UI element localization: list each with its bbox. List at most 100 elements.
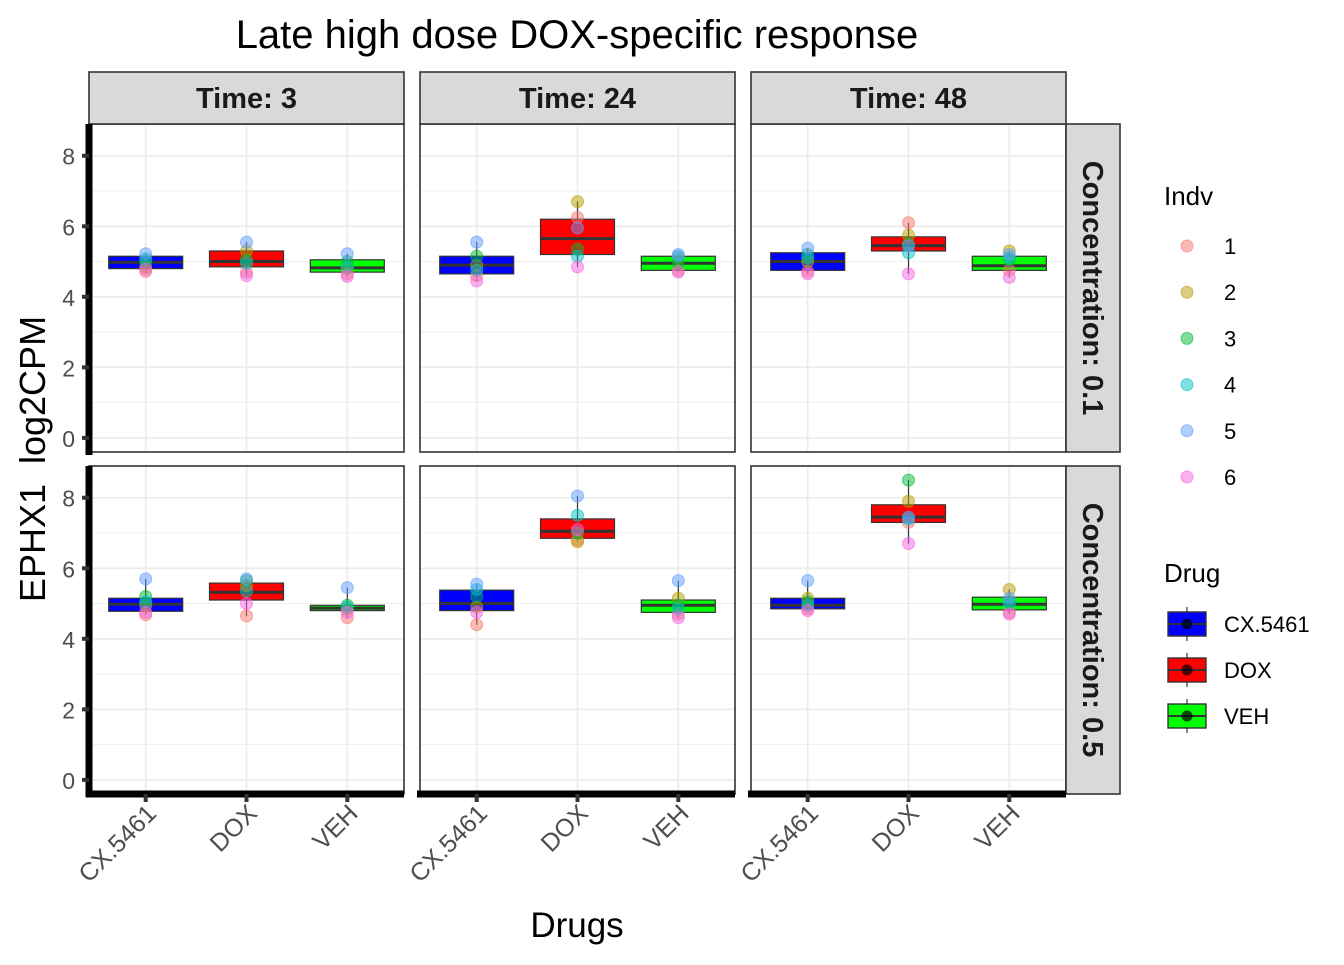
row-strip bbox=[1065, 465, 1121, 795]
data-point bbox=[902, 216, 915, 230]
data-point bbox=[240, 572, 253, 586]
x-tick-label: DOX bbox=[867, 799, 925, 857]
legend-indv-key bbox=[1180, 470, 1194, 484]
data-point bbox=[1002, 270, 1016, 284]
x-tick-label: VEH bbox=[307, 799, 363, 855]
y-tick-label: 2 bbox=[62, 355, 75, 381]
column-strip-label: Time: 3 bbox=[196, 83, 297, 115]
x-tick-label: CX.5461 bbox=[73, 799, 162, 888]
legend-indv-key bbox=[1180, 424, 1194, 438]
y-tick-label: 4 bbox=[62, 285, 75, 311]
legend-indv-key bbox=[1180, 378, 1194, 392]
data-point bbox=[571, 508, 584, 522]
row-strip-label: Concentration: 0.1 bbox=[1076, 161, 1108, 416]
data-point bbox=[902, 473, 915, 487]
x-tick-label: DOX bbox=[536, 799, 594, 857]
chart-title: Late high dose DOX-specific response bbox=[236, 13, 919, 57]
row-strip-label: Concentration: 0.5 bbox=[1076, 503, 1108, 758]
data-point bbox=[340, 247, 354, 261]
legend-indv-label: 5 bbox=[1224, 419, 1236, 444]
data-point bbox=[571, 522, 584, 536]
legend-indv-key bbox=[1180, 331, 1194, 345]
data-point bbox=[470, 618, 484, 632]
y-tick-label: 0 bbox=[62, 426, 75, 452]
data-point bbox=[340, 269, 354, 283]
legend-drug-label: CX.5461 bbox=[1224, 612, 1310, 637]
data-point bbox=[671, 265, 685, 279]
legend-indv-label: 4 bbox=[1224, 373, 1236, 398]
legend-drug-title: Drug bbox=[1164, 558, 1220, 588]
data-point bbox=[801, 241, 815, 255]
data-point bbox=[571, 195, 584, 209]
data-point bbox=[902, 239, 915, 253]
column-strip-label: Time: 24 bbox=[519, 83, 636, 115]
data-point bbox=[902, 267, 915, 281]
data-point bbox=[139, 262, 153, 276]
y-tick-label: 0 bbox=[62, 768, 75, 794]
data-point bbox=[801, 267, 815, 281]
data-point bbox=[240, 256, 253, 270]
data-point bbox=[571, 221, 584, 235]
data-point bbox=[340, 605, 354, 619]
legend-indv-title: Indv bbox=[1164, 181, 1213, 211]
data-point bbox=[240, 235, 253, 249]
x-tick-label: CX.5461 bbox=[735, 799, 824, 888]
legend-indv-label: 6 bbox=[1224, 465, 1236, 490]
y-tick-label: 8 bbox=[62, 486, 75, 512]
data-point bbox=[470, 274, 484, 288]
x-axis-title: Drugs bbox=[530, 906, 623, 945]
data-point bbox=[1002, 247, 1016, 261]
data-point bbox=[139, 572, 153, 586]
data-point bbox=[240, 597, 253, 611]
column-strip bbox=[419, 71, 736, 125]
data-point bbox=[1002, 607, 1016, 621]
data-point bbox=[470, 249, 484, 263]
row-strip bbox=[1065, 123, 1121, 453]
legend-drug-dot bbox=[1181, 664, 1193, 676]
data-point bbox=[470, 235, 484, 249]
y-tick-label: 2 bbox=[62, 697, 75, 723]
y-tick-label: 6 bbox=[62, 214, 75, 240]
x-tick-label: VEH bbox=[638, 799, 694, 855]
y-axis-title: EPHX1 log2CPM bbox=[12, 316, 53, 602]
data-point bbox=[240, 609, 253, 623]
legend-indv-label: 2 bbox=[1224, 280, 1236, 305]
x-tick-label: VEH bbox=[969, 799, 1025, 855]
data-point bbox=[139, 247, 153, 261]
column-strip-label: Time: 48 bbox=[850, 83, 967, 115]
data-point bbox=[671, 247, 685, 261]
legend-drug-dot bbox=[1181, 710, 1193, 722]
data-point bbox=[240, 269, 253, 283]
column-strip bbox=[88, 71, 405, 125]
data-point bbox=[902, 510, 915, 524]
data-point bbox=[902, 537, 915, 551]
data-point bbox=[571, 260, 584, 274]
data-point bbox=[902, 494, 915, 508]
data-point bbox=[671, 574, 685, 588]
y-tick-label: 6 bbox=[62, 556, 75, 582]
data-point bbox=[571, 489, 584, 503]
column-strip bbox=[750, 71, 1067, 125]
legend-indv-key bbox=[1180, 239, 1194, 253]
legend-drug-dot bbox=[1181, 618, 1193, 630]
data-point bbox=[801, 574, 815, 588]
data-point bbox=[1002, 591, 1016, 605]
data-point bbox=[671, 611, 685, 625]
legend-indv-label: 1 bbox=[1224, 234, 1236, 259]
legend-drug-label: VEH bbox=[1224, 704, 1269, 729]
data-point bbox=[340, 581, 354, 595]
legend-indv-key bbox=[1180, 285, 1194, 299]
data-point bbox=[801, 604, 815, 618]
y-tick-label: 4 bbox=[62, 627, 75, 653]
legend-drug-label: DOX bbox=[1224, 658, 1272, 683]
data-point bbox=[139, 605, 153, 619]
y-tick-label: 8 bbox=[62, 144, 75, 170]
data-point bbox=[470, 605, 484, 619]
data-point bbox=[240, 584, 253, 598]
legend-indv-label: 3 bbox=[1224, 326, 1236, 351]
x-tick-label: CX.5461 bbox=[404, 799, 493, 888]
x-tick-label: DOX bbox=[205, 799, 263, 857]
data-point bbox=[470, 577, 484, 591]
